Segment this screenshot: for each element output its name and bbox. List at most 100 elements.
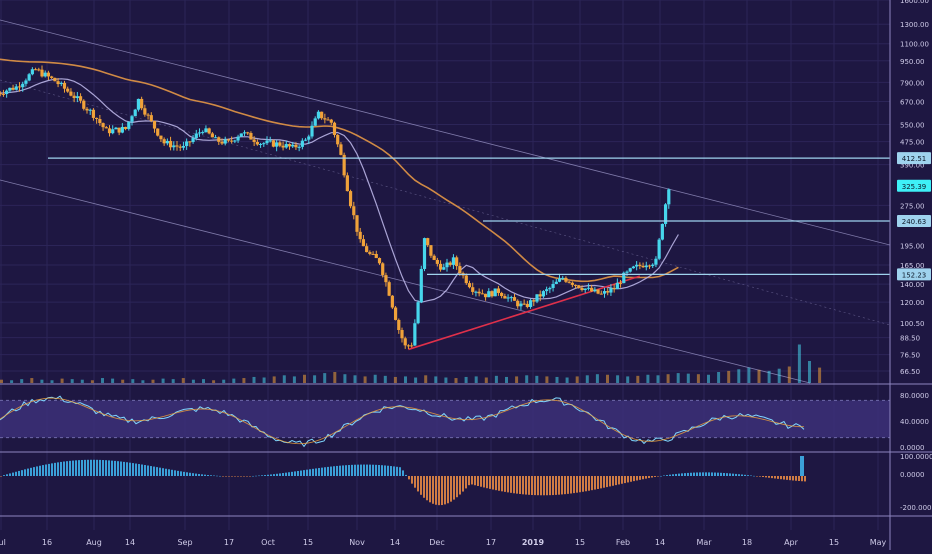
- candle: [432, 255, 436, 260]
- candle: [284, 144, 288, 148]
- candle: [117, 127, 121, 133]
- macd-bar: [615, 476, 617, 486]
- candle: [474, 291, 478, 293]
- macd-bar: [114, 460, 116, 476]
- volume-bar: [686, 373, 690, 383]
- macd-bar: [330, 466, 332, 476]
- macd-bar: [84, 459, 86, 476]
- macd-bar: [549, 476, 551, 496]
- volume-bar: [535, 375, 539, 383]
- macd-bar: [9, 473, 11, 476]
- macd-bar: [768, 476, 770, 478]
- volume-bar: [666, 374, 670, 383]
- candle: [384, 275, 388, 283]
- macd-bar: [42, 465, 44, 476]
- candle: [538, 294, 542, 297]
- volume-bar: [252, 376, 256, 383]
- macd-bar: [423, 476, 425, 498]
- candle: [271, 140, 276, 147]
- y-tick-label: 1100.00: [900, 41, 929, 49]
- candle: [255, 141, 259, 145]
- macd-bar: [573, 476, 575, 494]
- candle: [188, 141, 192, 143]
- candle: [522, 303, 526, 305]
- candle: [490, 291, 494, 297]
- volume-bar: [181, 378, 185, 383]
- volume-bar: [121, 379, 125, 383]
- candle: [390, 295, 394, 308]
- candle: [657, 239, 661, 259]
- volume-bar: [454, 378, 458, 383]
- macd-bar: [705, 472, 707, 476]
- candle: [631, 266, 636, 269]
- macd-bar: [759, 476, 761, 477]
- candle: [101, 123, 105, 128]
- candle: [590, 287, 594, 292]
- candle: [27, 74, 31, 81]
- candle: [152, 120, 157, 129]
- candle: [545, 289, 549, 292]
- macd-bar: [246, 476, 248, 477]
- candle: [519, 303, 523, 307]
- candle: [75, 96, 79, 99]
- macd-bar: [195, 473, 197, 476]
- candle: [258, 143, 263, 145]
- candle: [313, 118, 317, 126]
- macd-bar: [546, 476, 548, 496]
- candle: [130, 116, 134, 122]
- volume-bar: [818, 367, 822, 383]
- candle: [506, 297, 510, 299]
- macd-bar: [708, 472, 710, 476]
- candle: [226, 139, 231, 141]
- candle: [111, 129, 115, 134]
- volume-bar: [616, 375, 620, 383]
- volume-bar: [80, 379, 84, 383]
- candle: [120, 126, 124, 133]
- y-tick-label: 475.00: [900, 139, 925, 147]
- macd-bar: [486, 476, 488, 489]
- candle: [641, 265, 645, 268]
- volume-bar: [797, 344, 801, 383]
- y-tick-label: 165.00: [900, 262, 925, 270]
- candle: [316, 111, 321, 119]
- macd-bar: [399, 467, 401, 476]
- macd-bar: [15, 471, 17, 476]
- candle: [127, 121, 131, 129]
- volume-bar: [111, 378, 115, 383]
- candle: [123, 126, 128, 129]
- macd-bar: [516, 476, 518, 494]
- macd-bar: [240, 476, 242, 477]
- macd-bar: [378, 465, 380, 476]
- candle: [252, 139, 256, 142]
- macd-bar: [24, 469, 26, 476]
- candle: [426, 238, 430, 246]
- candle: [239, 133, 243, 137]
- candles[interactable]: [0, 65, 671, 350]
- macd-bar: [90, 459, 92, 476]
- y-tick-label: 100.50: [900, 320, 925, 328]
- macd-bar: [183, 471, 185, 476]
- macd-bar: [492, 476, 494, 490]
- macd-bar: [69, 460, 71, 476]
- candle: [548, 287, 552, 290]
- macd-bar: [585, 476, 587, 492]
- macd-bar: [351, 464, 353, 476]
- volume-bar: [323, 373, 327, 383]
- volume-bar: [20, 379, 24, 383]
- macd-bar: [384, 465, 386, 476]
- macd-bar: [789, 476, 791, 481]
- candle: [326, 119, 330, 121]
- macd-bar: [300, 470, 302, 476]
- volume-bar: [282, 375, 286, 383]
- candle: [46, 72, 51, 77]
- macd-bar: [633, 476, 635, 482]
- volume-bar: [212, 380, 216, 383]
- macd-bar: [339, 465, 341, 476]
- y-tick-label: 120.00: [900, 299, 925, 307]
- macd-bar: [51, 463, 53, 476]
- macd-bar: [198, 473, 200, 476]
- candle: [551, 283, 555, 288]
- macd-bar: [135, 463, 137, 476]
